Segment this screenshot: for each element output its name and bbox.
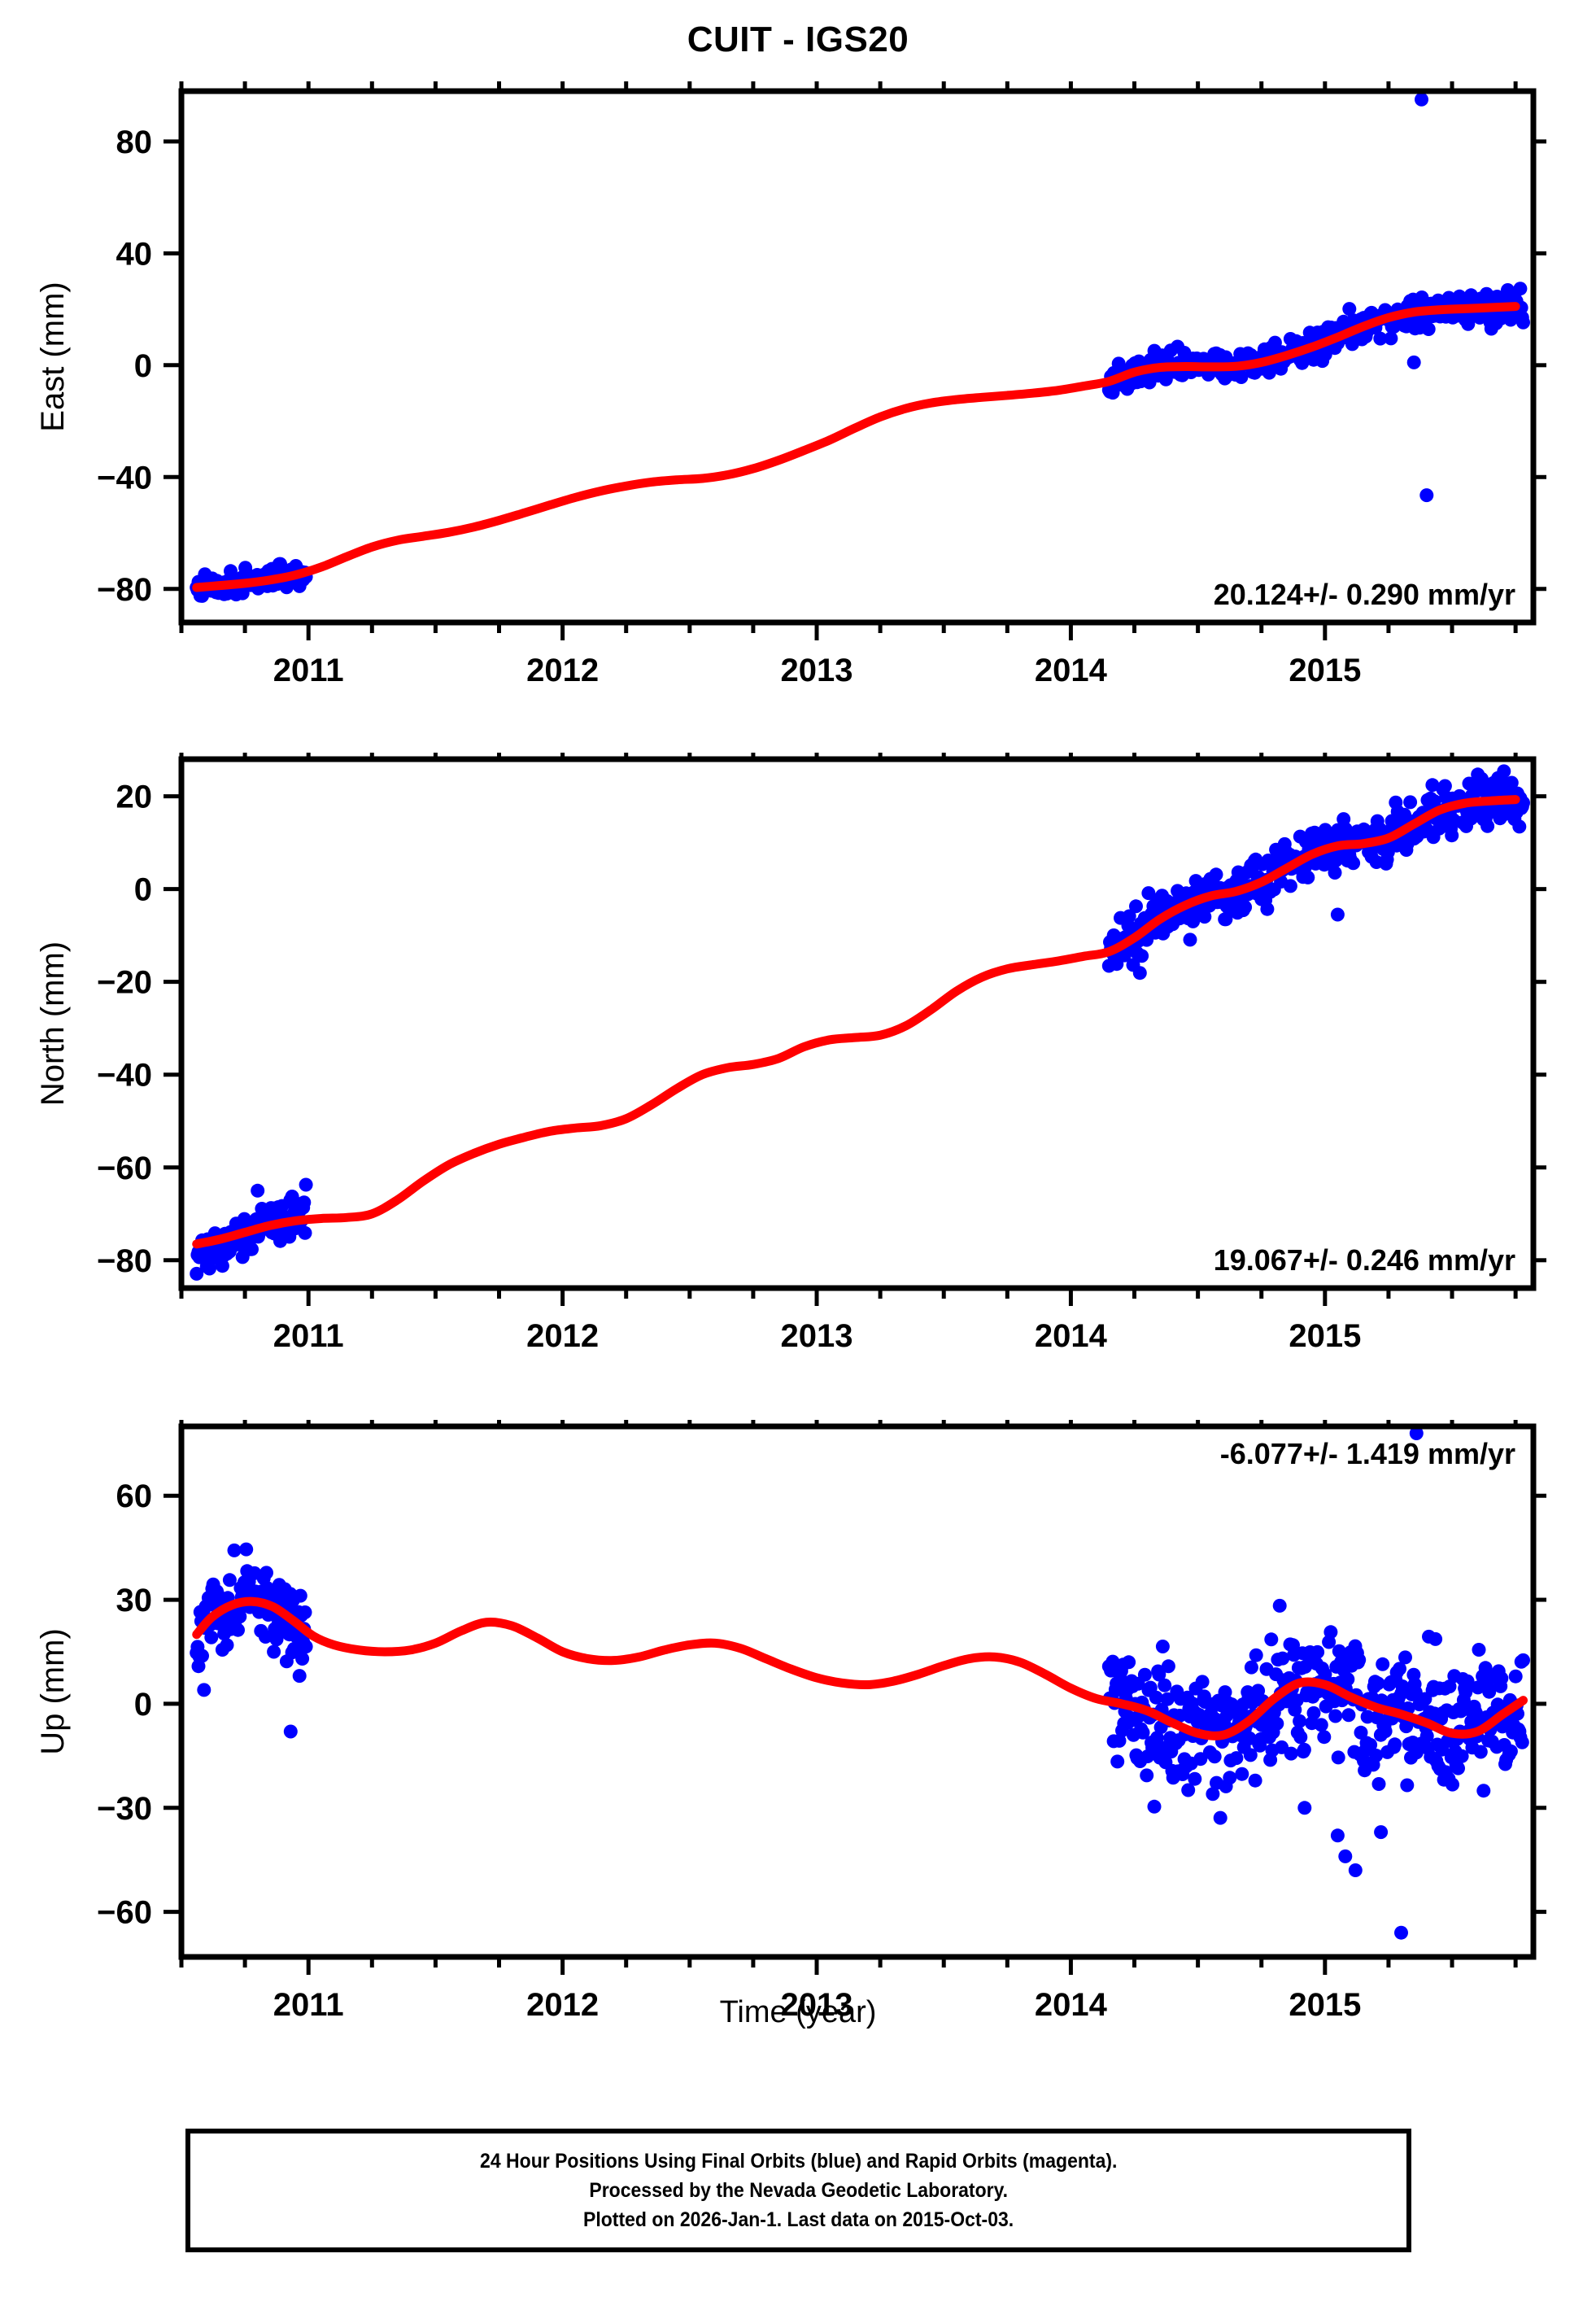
y-axis-tick-labels: 20 0 −20 −40 −60 −80 — [97, 780, 152, 1279]
footer-line-2: Processed by the Nevada Geodetic Laborat… — [589, 2178, 1008, 2202]
chart-east: 2011 2012 2013 2014 2015 80 40 0 −40 −80 East (mm)… — [35, 81, 1546, 688]
y-tick-label: −20 — [97, 965, 152, 1001]
model-fit-line — [192, 302, 1520, 592]
x-axis-tick-labels: 2011 2012 2013 2014 2015 — [273, 1318, 1362, 1354]
y-tick-label: −80 — [97, 1243, 152, 1279]
panel-north: 2011 2012 2013 2014 2015 20 0 −20 −40 −60 −80 North… — [0, 753, 1596, 1367]
y-tick-label: 20 — [116, 780, 153, 815]
x-axis-tick-labels: 2011 2012 2013 2014 2015 — [273, 1987, 1362, 2023]
x-tick-label: 2013 — [781, 653, 853, 688]
y-tick-label: 60 — [116, 1478, 153, 1514]
x-tick-label: 2015 — [1289, 1987, 1361, 2023]
panel-up: 2011 2012 2013 2014 2015 60 30 0 −30 −60 Up (mm) -6… — [0, 1420, 1596, 2038]
y-tick-label: −30 — [97, 1791, 152, 1827]
rate-annotation: 19.067+/- 0.246 mm/yr — [1214, 1243, 1515, 1277]
footer-line-1: 24 Hour Positions Using Final Orbits (bl… — [479, 2149, 1118, 2173]
plot-frame — [178, 88, 1537, 626]
y-tick-label: 0 — [134, 872, 152, 908]
y-tick-label: −40 — [97, 460, 152, 496]
y-tick-label: −60 — [97, 1151, 152, 1186]
x-tick-label: 2014 — [1035, 1318, 1108, 1354]
data-layer-up — [190, 1426, 1530, 1940]
data-layer-east — [190, 92, 1530, 603]
y-axis-ticks — [164, 794, 1546, 1263]
rate-annotation: -6.077+/- 1.419 mm/yr — [1220, 1437, 1515, 1470]
x-tick-label: 2014 — [1035, 653, 1108, 688]
x-axis-ticks — [179, 81, 1518, 640]
y-axis-label: North (mm) — [35, 941, 71, 1106]
x-tick-label: 2014 — [1035, 1987, 1108, 2023]
x-tick-label: 2012 — [526, 653, 599, 688]
x-tick-label: 2011 — [273, 1318, 344, 1354]
rate-annotation: 20.124+/- 0.290 mm/yr — [1214, 578, 1515, 611]
panel-east: 2011 2012 2013 2014 2015 80 40 0 −40 −80 East (mm)… — [0, 81, 1596, 700]
y-axis-ticks — [164, 139, 1546, 592]
y-tick-label: −40 — [97, 1058, 152, 1094]
y-tick-label: −60 — [97, 1895, 152, 1931]
x-tick-label: 2012 — [526, 1987, 599, 2023]
x-tick-label: 2011 — [273, 1987, 344, 2023]
model-fit-line — [192, 1596, 1528, 1740]
y-axis-ticks — [164, 1493, 1546, 1915]
y-axis-label: East (mm) — [35, 282, 71, 431]
x-axis-ticks — [179, 1420, 1518, 1975]
data-layer-north — [190, 764, 1530, 1281]
x-axis-ticks — [179, 753, 1518, 1306]
x-axis-tick-labels: 2011 2012 2013 2014 2015 — [273, 653, 1362, 688]
x-tick-label: 2011 — [273, 653, 344, 688]
y-axis-tick-labels: 80 40 0 −40 −80 — [97, 124, 152, 608]
plot-frame — [178, 1423, 1537, 1960]
chart-up: 2011 2012 2013 2014 2015 60 30 0 −30 −60 Up (mm) -6… — [35, 1420, 1546, 2023]
x-tick-label: 2015 — [1289, 653, 1361, 688]
chart-north: 2011 2012 2013 2014 2015 20 0 −20 −40 −60 −80 North… — [35, 753, 1546, 1354]
y-tick-label: 0 — [134, 348, 152, 384]
scatter-points-final-orbits — [190, 92, 1530, 603]
x-tick-label: 2012 — [526, 1318, 599, 1354]
plot-frame — [178, 756, 1537, 1291]
footer-caption-box: 24 Hour Positions Using Final Orbits (bl… — [185, 2129, 1411, 2252]
y-tick-label: 30 — [116, 1583, 153, 1618]
y-axis-label: Up (mm) — [35, 1628, 71, 1755]
y-tick-label: 40 — [116, 236, 153, 272]
model-fit-line — [192, 795, 1520, 1249]
y-axis-tick-labels: 60 30 0 −30 −60 — [97, 1478, 152, 1930]
x-tick-label: 2015 — [1289, 1318, 1361, 1354]
page-title: CUIT - IGS20 — [687, 20, 909, 59]
y-tick-label: 80 — [116, 124, 153, 160]
y-tick-label: −80 — [97, 572, 152, 608]
x-tick-label: 2013 — [781, 1987, 853, 2023]
y-tick-label: 0 — [134, 1687, 152, 1723]
x-axis-label: Time (year) — [719, 1995, 877, 2029]
x-tick-label: 2013 — [781, 1318, 853, 1354]
footer-line-3: Plotted on 2026-Jan-1. Last data on 2015… — [582, 2208, 1014, 2232]
